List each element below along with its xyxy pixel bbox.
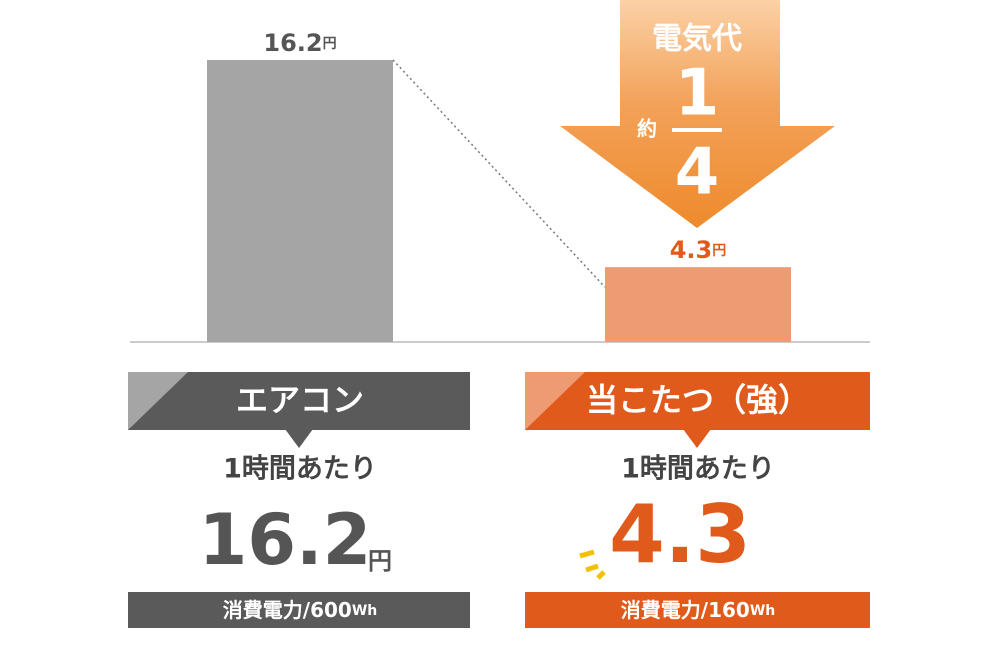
sparkle <box>579 549 606 580</box>
per-hour: 1時間あたり <box>223 454 377 485</box>
bar <box>207 60 393 342</box>
power-value: 600 <box>310 598 352 622</box>
value-number: 16.2 <box>263 29 322 57</box>
arrow-title: 電気代 <box>652 22 742 57</box>
fraction-prefix: 約 <box>637 117 657 141</box>
power-text: 消費電力/160Wh <box>621 598 775 622</box>
power-box <box>128 592 470 628</box>
power-box <box>525 592 870 628</box>
bar <box>605 267 791 342</box>
connector <box>392 59 606 288</box>
label-boxes: エアコン 当こたつ（強） 1時間あたり 1時間あたり 16.2 円 4.3 消費… <box>128 372 870 628</box>
fraction-numerator: 1 <box>675 57 720 131</box>
category-box <box>128 372 470 430</box>
value-label: 4.3円 <box>670 236 727 264</box>
power-unit: Wh <box>750 603 775 619</box>
power-value: 160 <box>708 598 750 622</box>
per-hour: 1時間あたり <box>621 454 775 485</box>
box-corner <box>525 372 585 430</box>
category-label: 当こたつ（強） <box>586 381 810 419</box>
box-pointer <box>285 429 313 448</box>
category-box <box>525 372 870 430</box>
reduction-arrow: 電気代 1 4 約 <box>560 0 835 228</box>
value-label: 16.2円 <box>263 29 336 57</box>
category-label: エアコン <box>236 381 364 419</box>
value-number: 4.3 <box>670 236 713 264</box>
box-pointer <box>683 429 711 448</box>
power-text: 消費電力/600Wh <box>223 598 377 622</box>
value-unit: 円 <box>712 243 726 259</box>
power-label: 消費電力/ <box>621 598 709 622</box>
big-value: 16.2 <box>199 499 372 581</box>
value-unit: 円 <box>323 36 337 52</box>
box-corner <box>128 372 188 430</box>
power-label: 消費電力/ <box>223 598 311 622</box>
power-unit: Wh <box>352 603 377 619</box>
arrow-shape <box>560 0 835 228</box>
big-unit: 円 <box>368 547 392 575</box>
fraction-denominator: 4 <box>675 136 720 210</box>
big-value: 4.3 <box>609 488 751 581</box>
